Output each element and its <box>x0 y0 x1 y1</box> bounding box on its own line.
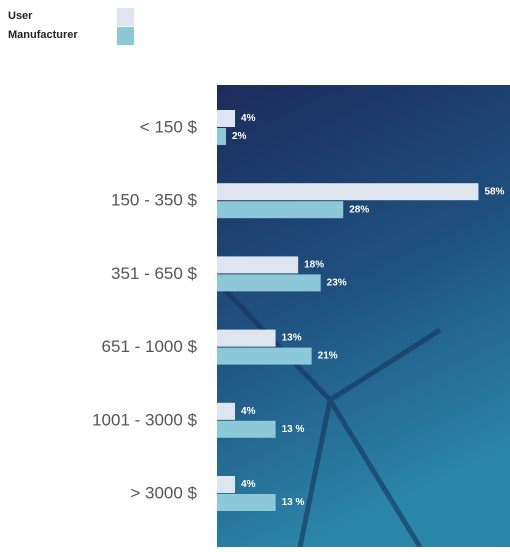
value-label: 4% <box>241 113 256 124</box>
legend-label: Manufacturer <box>8 29 78 41</box>
category-label: 150 - 350 $ <box>111 191 198 210</box>
bar <box>217 201 343 218</box>
bar <box>217 403 235 420</box>
bar <box>217 183 478 200</box>
bar <box>217 476 235 493</box>
bar <box>217 421 276 438</box>
legend-label: User <box>8 10 33 22</box>
value-label: 13 % <box>282 497 305 508</box>
category-label: > 3000 $ <box>130 483 197 502</box>
chart: User Manufacturer < 150 $ 4% 2% 150 - 350 $ 58… <box>0 0 510 547</box>
category-label: 351 - 650 $ <box>111 264 198 283</box>
category-label: 651 - 1000 $ <box>102 337 198 356</box>
value-label: 23% <box>327 278 347 289</box>
bar <box>217 494 276 511</box>
legend-swatch <box>117 8 134 26</box>
value-label: 21% <box>318 351 338 362</box>
value-label: 4% <box>241 406 256 417</box>
bar <box>217 256 298 273</box>
bar <box>217 348 312 365</box>
category-label: 1001 - 3000 $ <box>92 410 197 429</box>
value-label: 2% <box>232 131 247 142</box>
value-label: 58% <box>484 186 504 197</box>
legend-swatch <box>117 27 134 45</box>
bar <box>217 274 321 291</box>
plot-background <box>217 85 510 547</box>
value-label: 13 % <box>282 424 305 435</box>
value-label: 4% <box>241 479 256 490</box>
value-label: 13% <box>282 333 302 344</box>
value-label: 18% <box>304 260 324 271</box>
bar <box>217 128 226 145</box>
bar <box>217 110 235 127</box>
category-label: < 150 $ <box>140 117 198 136</box>
bar <box>217 330 276 347</box>
value-label: 28% <box>349 204 369 215</box>
